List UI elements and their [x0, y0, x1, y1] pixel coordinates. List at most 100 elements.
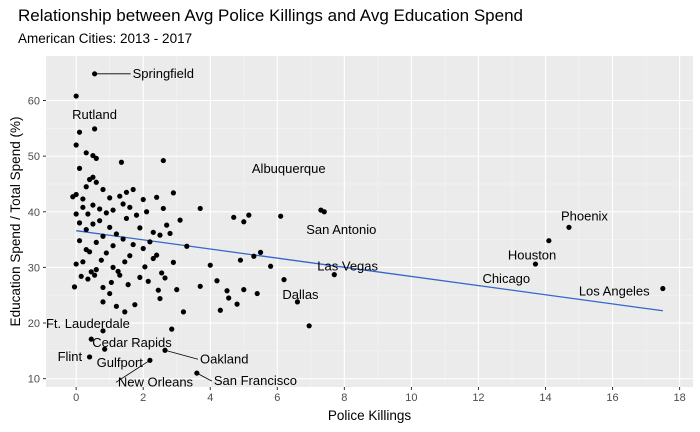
data-point — [157, 232, 163, 238]
data-point — [160, 205, 166, 212]
y-tick-label: 10 — [28, 374, 40, 386]
x-tick-label: 6 — [274, 392, 280, 404]
data-point — [113, 231, 119, 237]
data-point — [143, 209, 150, 215]
data-point — [331, 272, 337, 278]
x-tick-label: 8 — [341, 392, 347, 404]
point-label: Oakland — [200, 351, 248, 366]
data-point — [224, 288, 230, 294]
leader-line — [196, 372, 213, 382]
data-point — [92, 272, 98, 278]
data-point — [73, 211, 79, 217]
data-point — [88, 269, 94, 275]
y-tick-label: 20 — [28, 318, 40, 330]
x-tick-label: 4 — [207, 392, 213, 404]
data-point — [268, 263, 274, 269]
data-point — [157, 295, 163, 302]
point-label: Gulfport — [97, 355, 144, 370]
data-point — [127, 253, 133, 259]
point-label: New Orleans — [118, 374, 194, 389]
y-axis-title: Education Spend / Total Spend (%) — [8, 117, 23, 327]
x-axis-title: Police Killings — [328, 408, 412, 423]
plot-panel — [46, 56, 693, 387]
data-point — [155, 287, 161, 293]
data-point — [92, 71, 98, 77]
data-point — [306, 323, 312, 329]
data-point — [100, 299, 106, 305]
point-label: San Francisco — [214, 373, 297, 388]
data-point — [71, 284, 78, 290]
data-point — [660, 285, 666, 292]
data-point — [237, 257, 244, 263]
data-point — [321, 209, 327, 215]
data-point — [164, 222, 170, 228]
data-point — [100, 186, 106, 193]
data-point — [115, 268, 121, 274]
data-point — [93, 267, 99, 273]
data-point — [159, 270, 165, 276]
point-label: Las Vegas — [317, 259, 378, 274]
data-point — [226, 295, 232, 301]
x-tick-label: 16 — [606, 392, 618, 404]
data-point — [145, 278, 151, 284]
data-point — [100, 233, 106, 239]
data-point — [167, 230, 173, 237]
data-point — [107, 195, 113, 201]
data-point — [184, 243, 190, 249]
data-point — [97, 206, 103, 212]
data-point — [194, 370, 200, 376]
data-point — [140, 245, 146, 252]
data-point — [137, 225, 143, 231]
data-point — [122, 309, 128, 315]
data-point — [254, 290, 260, 297]
data-point — [70, 194, 76, 200]
data-point — [241, 287, 247, 293]
data-point — [160, 157, 166, 164]
data-point — [78, 273, 84, 279]
data-point — [76, 129, 83, 135]
data-point — [246, 212, 252, 218]
point-label: Phoenix — [561, 208, 608, 223]
data-point — [180, 309, 187, 315]
point-label: Rutland — [72, 107, 117, 122]
data-point — [73, 142, 79, 148]
data-point — [85, 211, 91, 217]
data-point — [85, 276, 91, 282]
data-point — [110, 243, 116, 249]
data-point — [120, 236, 126, 242]
point-label: Chicago — [482, 271, 530, 286]
data-point — [217, 307, 223, 313]
point-label: Flint — [58, 349, 83, 364]
data-point — [162, 347, 168, 353]
data-point — [93, 239, 99, 245]
data-point — [83, 150, 89, 156]
data-point — [147, 239, 153, 245]
data-point — [234, 301, 240, 307]
y-tick-label: 50 — [28, 151, 40, 163]
data-point — [154, 252, 160, 258]
data-point — [150, 229, 156, 235]
data-point — [117, 193, 123, 199]
data-point — [231, 214, 237, 220]
data-point — [90, 221, 96, 227]
data-point — [294, 299, 301, 305]
data-point — [83, 184, 89, 190]
data-point — [120, 201, 126, 207]
data-point — [98, 257, 104, 263]
data-point — [93, 155, 99, 161]
data-point — [90, 202, 96, 208]
data-point — [123, 215, 130, 222]
data-point — [110, 264, 116, 270]
data-point — [130, 186, 136, 193]
trend-line — [76, 230, 663, 312]
data-point — [197, 205, 203, 212]
point-label: Springfield — [133, 66, 194, 81]
x-tick-label: 18 — [673, 392, 685, 404]
data-point — [546, 238, 552, 244]
data-point — [90, 174, 96, 180]
data-point — [130, 241, 136, 248]
data-point — [110, 207, 116, 213]
data-point — [118, 159, 125, 165]
data-point — [241, 219, 247, 225]
data-point — [76, 238, 83, 244]
